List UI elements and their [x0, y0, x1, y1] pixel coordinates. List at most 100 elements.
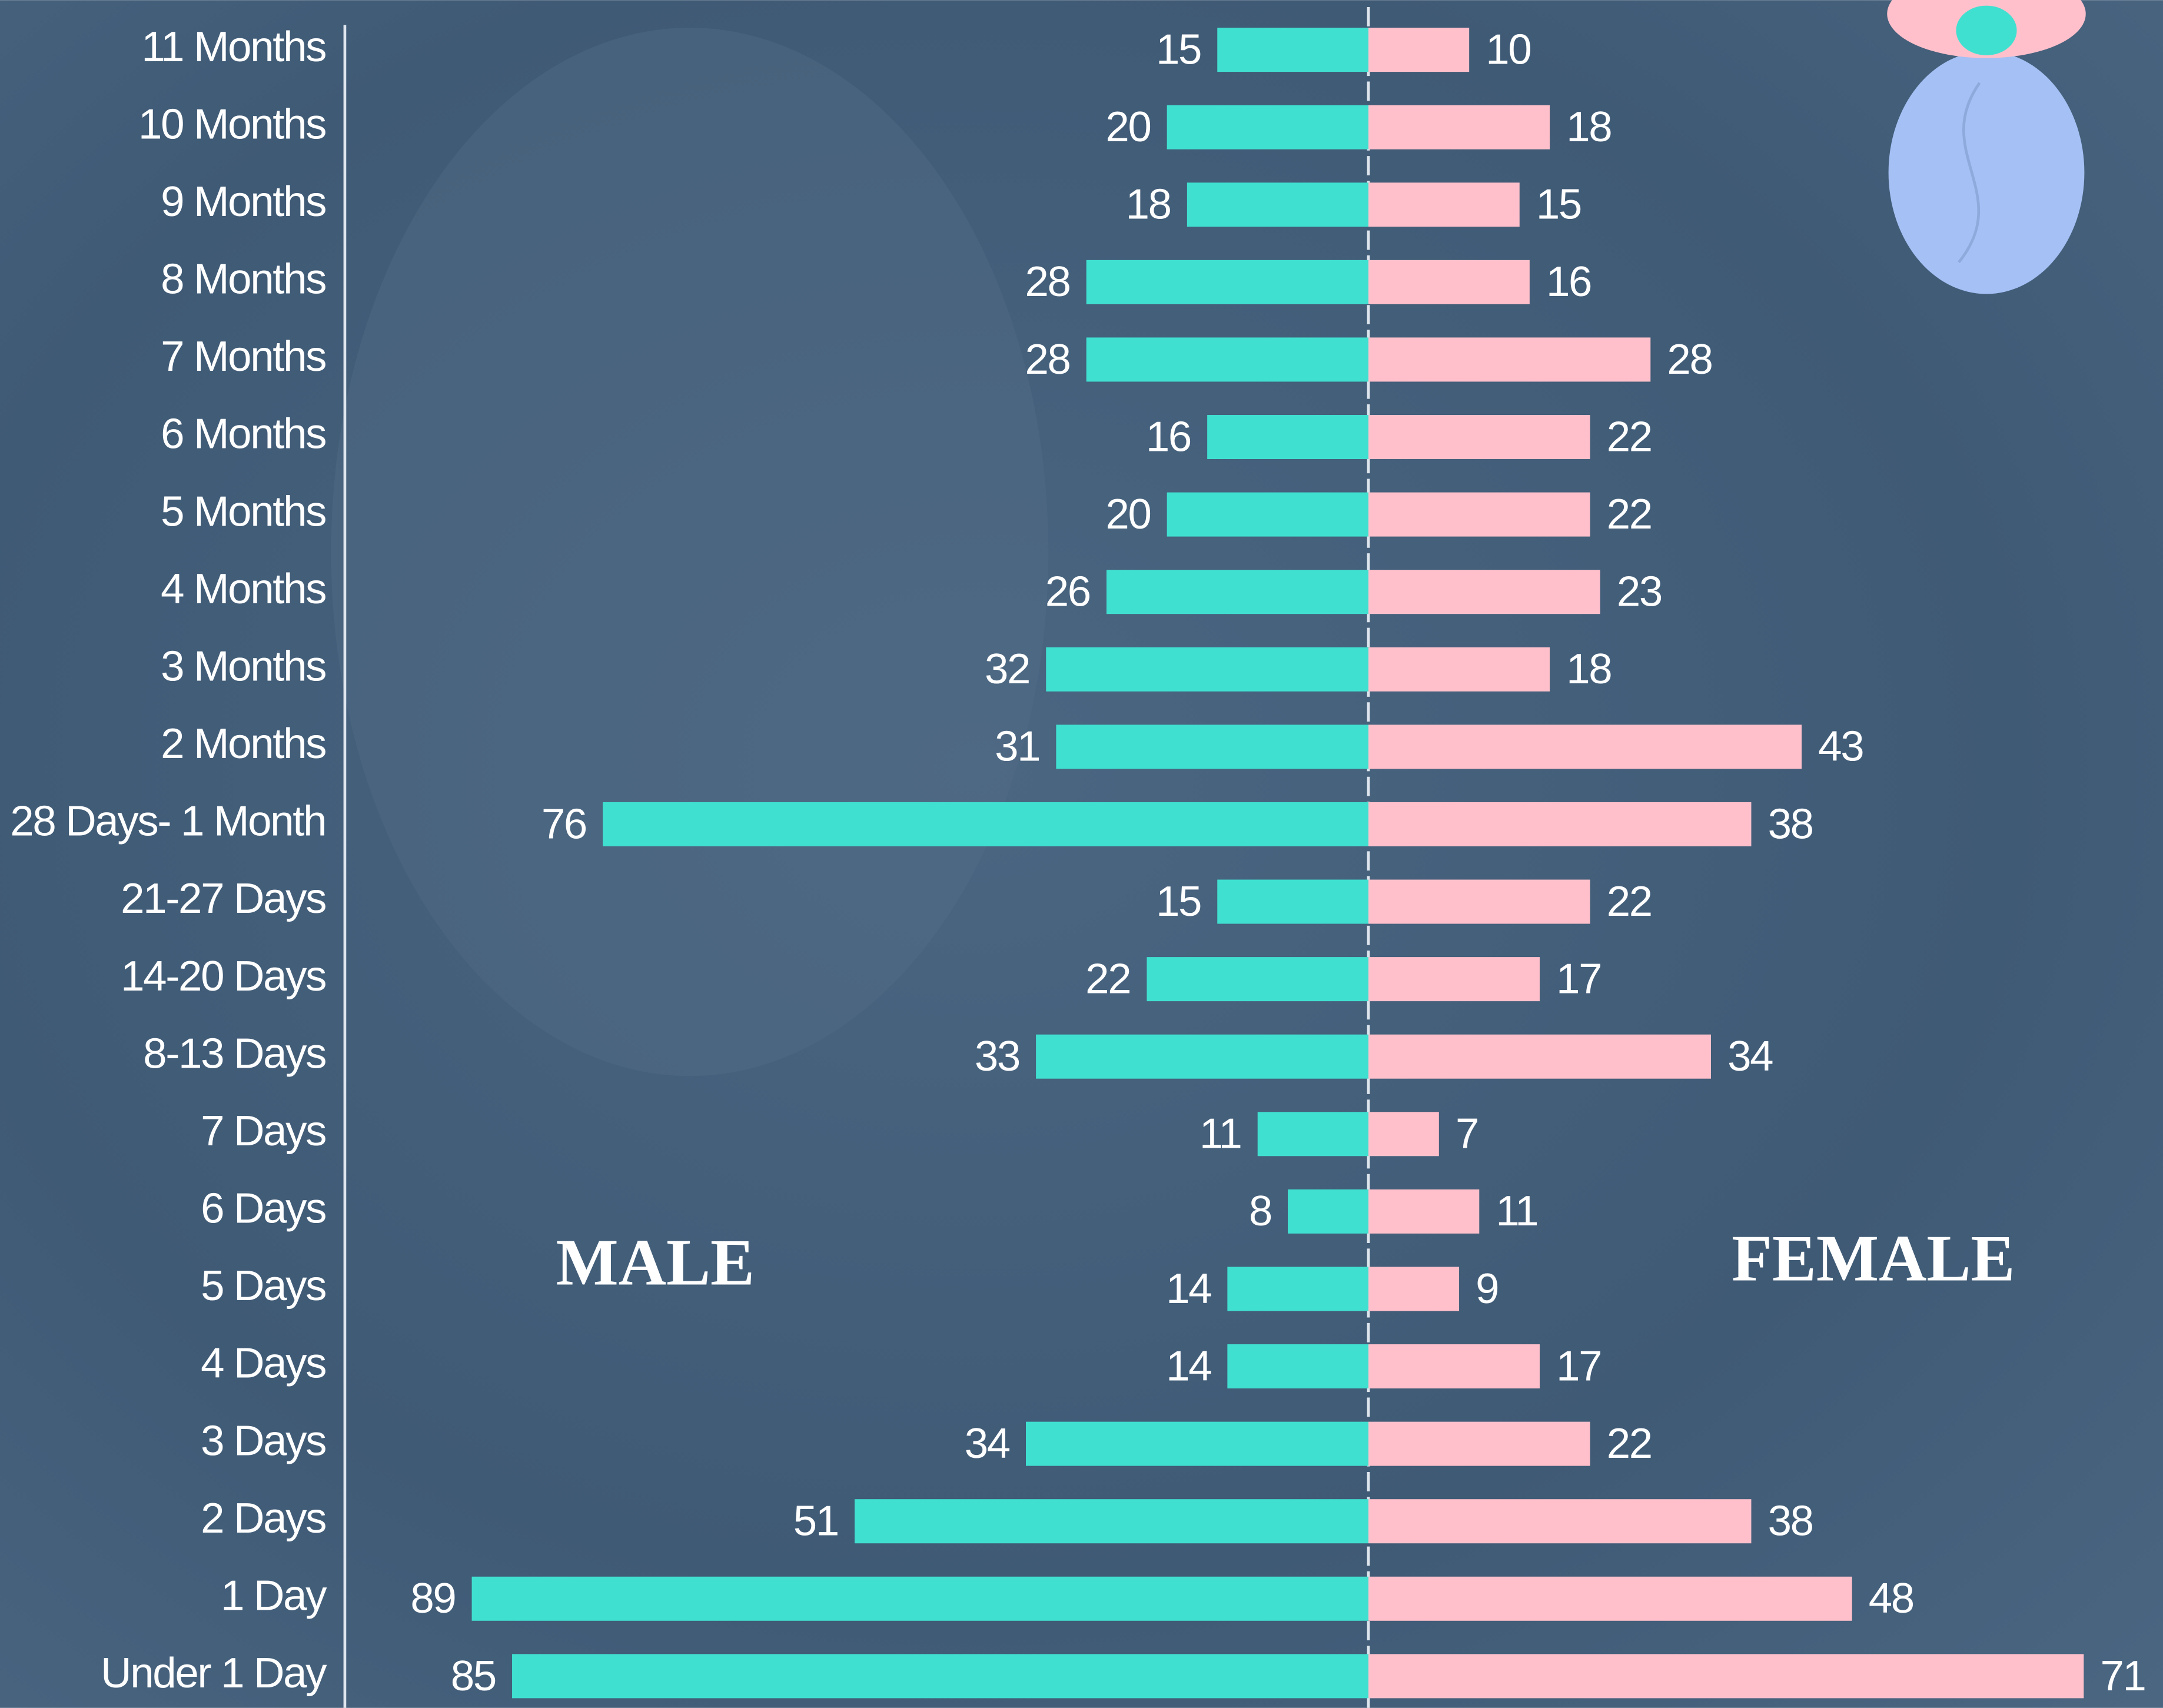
value-label: 14 [1166, 1265, 1211, 1312]
value-label: 20 [1105, 103, 1150, 151]
bar [472, 1577, 1368, 1621]
bar [1217, 880, 1368, 924]
value-label: 23 [1617, 568, 1662, 616]
bar [1217, 28, 1368, 72]
value-label: 28 [1025, 258, 1069, 305]
value-label: 17 [1556, 955, 1601, 1002]
bar [1368, 105, 1550, 149]
category-label: 3 Days [201, 1417, 325, 1464]
category-label: 21-27 Days [121, 875, 325, 922]
category-label: 3 Months [161, 642, 325, 690]
bar [1288, 1189, 1368, 1234]
bar [603, 802, 1368, 846]
category-label: 14-20 Days [121, 952, 325, 1000]
value-label: 18 [1566, 645, 1611, 693]
bar [1227, 1344, 1368, 1388]
value-label: 11 [1200, 1110, 1241, 1158]
value-label: 51 [793, 1497, 838, 1545]
value-label: 8 [1249, 1187, 1271, 1235]
bar [1087, 337, 1368, 381]
category-label: 6 Months [161, 410, 325, 458]
bar [512, 1654, 1368, 1698]
value-label: 28 [1667, 335, 1712, 383]
bar [855, 1499, 1368, 1543]
bar [1368, 1422, 1590, 1466]
bar [1167, 493, 1368, 537]
value-label: 34 [1727, 1032, 1773, 1080]
bar [1368, 802, 1751, 846]
value-label: 15 [1156, 25, 1201, 73]
value-label: 17 [1556, 1342, 1601, 1390]
category-label: 10 Months [138, 100, 325, 148]
bar [1207, 415, 1368, 459]
bar [1368, 493, 1590, 537]
bar [1087, 260, 1368, 304]
background-shape [331, 28, 1049, 1076]
category-label: 8 Months [161, 255, 325, 303]
bar [1368, 28, 1469, 72]
value-label: 22 [1607, 1420, 1652, 1467]
bar [1026, 1422, 1368, 1466]
value-label: 14 [1166, 1342, 1211, 1390]
value-label: 22 [1607, 413, 1652, 460]
series-label: FEMALE [1732, 1222, 2015, 1295]
bar [1368, 1112, 1439, 1156]
bar [1368, 1035, 1711, 1079]
value-label: 38 [1768, 800, 1813, 848]
chart: MALE FEMALE 11 Months151010 Months20189 … [0, 0, 2163, 1708]
bar [1036, 1035, 1368, 1079]
bar [1368, 260, 1530, 304]
bar [1167, 105, 1368, 149]
value-label: 15 [1156, 878, 1201, 925]
value-label: 15 [1536, 181, 1581, 228]
value-label: 26 [1045, 568, 1090, 616]
value-label: 9 [1476, 1265, 1498, 1312]
value-label: 34 [965, 1420, 1010, 1467]
category-label: 7 Days [201, 1107, 325, 1155]
value-label: 28 [1025, 335, 1069, 383]
value-label: 7 [1456, 1110, 1478, 1158]
value-label: 18 [1126, 181, 1171, 228]
bar [1368, 570, 1600, 614]
bar [1368, 415, 1590, 459]
bar [1258, 1112, 1368, 1156]
bar [1368, 1654, 2084, 1698]
category-label: 4 Days [201, 1340, 325, 1387]
category-label: 6 Days [201, 1185, 325, 1232]
value-label: 33 [975, 1032, 1019, 1080]
value-label: 22 [1607, 878, 1652, 925]
value-label: 43 [1818, 723, 1863, 770]
bar [1107, 570, 1368, 614]
category-label: 2 Months [161, 720, 325, 767]
category-label: Under 1 Day [101, 1649, 327, 1697]
bar [1368, 1577, 1852, 1621]
category-label: 8-13 Days [143, 1029, 325, 1077]
baby-icon [1887, 0, 2086, 294]
value-label: 48 [1869, 1574, 1913, 1622]
bar [1368, 725, 1802, 769]
bar [1368, 1267, 1459, 1311]
bar [1056, 725, 1368, 769]
bar [1368, 1344, 1540, 1388]
value-label: 85 [451, 1652, 496, 1700]
bar [1368, 182, 1520, 227]
value-label: 38 [1768, 1497, 1813, 1545]
category-label: 28 Days- 1 Month [10, 797, 325, 845]
category-label: 5 Days [201, 1262, 325, 1310]
value-label: 18 [1566, 103, 1611, 151]
series-label: MALE [556, 1226, 755, 1299]
category-label: 2 Days [201, 1494, 325, 1542]
bar [1046, 647, 1368, 692]
bar [1368, 957, 1540, 1001]
value-label: 89 [410, 1574, 455, 1622]
bar [1368, 647, 1550, 692]
value-label: 11 [1496, 1187, 1537, 1235]
value-label: 10 [1486, 25, 1530, 73]
bar [1187, 182, 1368, 227]
bar [1368, 337, 1650, 381]
value-label: 31 [995, 723, 1039, 770]
category-label: 1 Day [221, 1571, 327, 1619]
value-label: 76 [541, 800, 586, 848]
value-label: 22 [1607, 490, 1652, 538]
page: MALE FEMALE 11 Months151010 Months20189 … [0, 0, 2163, 1708]
